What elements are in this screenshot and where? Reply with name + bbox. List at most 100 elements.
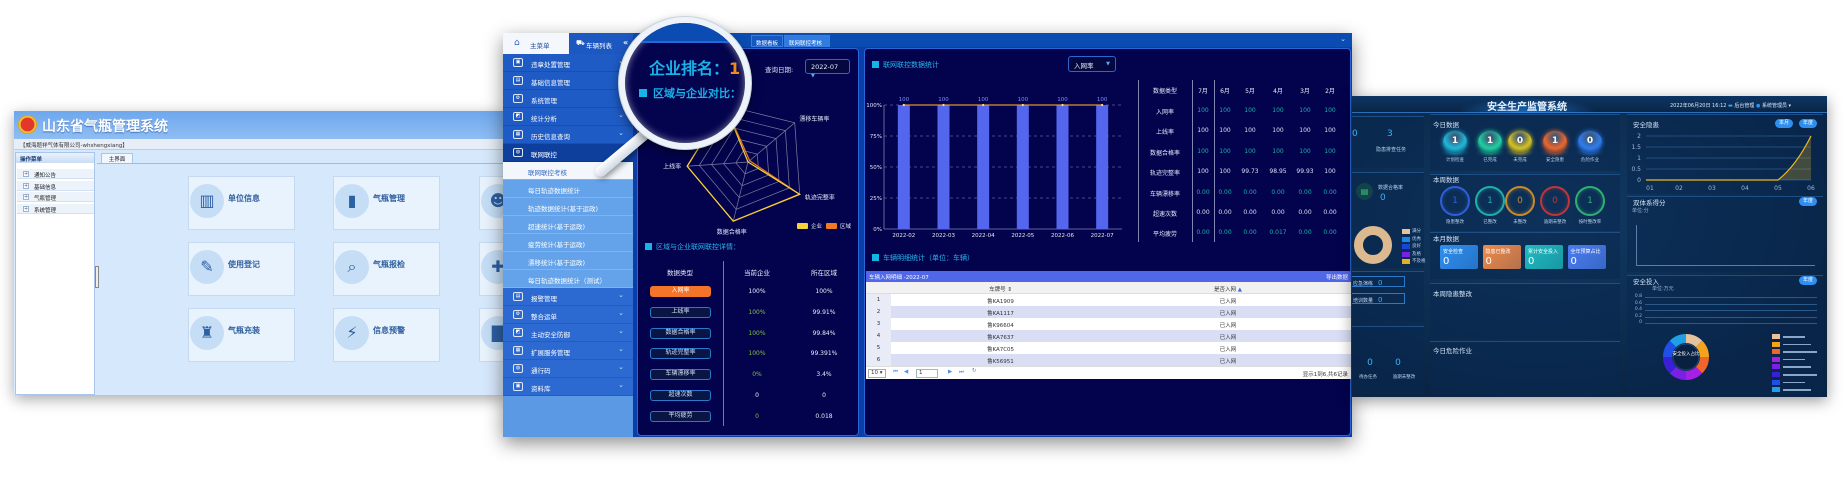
data-type-badge[interactable]: 入网率 [650,286,711,297]
sidebar-item[interactable]: ▦ 扩展服务管理 ⌄ [503,342,633,360]
sidebar-item[interactable]: ◩ 统计分析 ⌄ [503,108,633,126]
tab-menu-chevron-icon[interactable]: ⌄ [1340,35,1346,43]
sidebar-item-label: 扩展服务管理 [531,349,570,357]
expand-icon: + [23,205,29,212]
module-card[interactable]: ▇ [479,308,506,362]
table-row[interactable]: 5 鲁KA7C05 已入网 [866,342,1351,354]
data-type-badge[interactable]: 超速次数 [650,390,711,401]
menu-item[interactable]: + 通知公告 [17,169,94,179]
table-row[interactable]: 6 鲁K56951 已入网 [866,354,1351,366]
legend-swatch[interactable] [826,223,837,229]
menu-item[interactable]: + 基础信息 [17,180,94,191]
sidebar-item[interactable]: 轨迹数据统计(基于运政) [503,198,633,216]
vehicle-list-tab[interactable]: 车辆列表 [586,42,612,50]
menu-item[interactable]: + 气瓶管理 [17,192,94,202]
today-stat-orb: 1 [1478,131,1502,153]
x-tick-label: 2022-04 [972,233,995,239]
sidebar-item[interactable]: ◩ 主动安全防御 ⌄ [503,324,633,342]
expand-icon: + [23,182,29,189]
module-card[interactable]: ▥ 单位信息 [188,176,295,230]
partial-value: 0 [1352,129,1358,139]
data-type-badge[interactable]: 车辆漂移率 [650,369,711,381]
x-tick-label: 03 [1708,185,1716,192]
admin-link[interactable]: 后台管理 [1734,103,1755,109]
first-page-icon[interactable]: ⏮ [893,369,898,375]
page-input[interactable]: 1 [916,369,938,378]
tab-network-control-assessment[interactable]: 联网联控考核 × [784,35,830,53]
today-stat-orb: 1 [1543,131,1567,153]
today-stat-orb: 0 [1508,131,1532,153]
month-button[interactable]: 本月 [1775,119,1793,128]
week-stat-ring: 0 [1540,186,1570,216]
user-dropdown-icon[interactable]: ▾ [1788,103,1792,109]
module-card[interactable]: ✎ 使用登记 [188,242,295,296]
sidebar-item[interactable]: ⚙ 系统管理 [503,90,633,108]
sidebar-item[interactable]: ▤基础信息管理⌄ [503,72,633,90]
menu-item[interactable]: + 系统管理 [17,203,94,214]
table-row[interactable]: 1 鲁KA1909 已入网 [866,294,1351,306]
tab-home[interactable]: 主界面 [101,153,133,163]
table-row[interactable]: 4 鲁KA7637 已入网 [866,330,1351,342]
data-type-badge[interactable]: 上线率 [650,306,711,318]
export-data-button[interactable]: 导出数据 [1325,275,1348,281]
metric-select[interactable]: 入网率 ▼ [1068,56,1116,72]
line-point [902,103,905,107]
sidebar-item[interactable]: 每日轨迹数据统计（测试） [503,270,633,288]
stats-cell: 0.00 [1298,209,1312,216]
page-size-select[interactable]: 10 ▾ [868,369,886,378]
year-button[interactable]: 年度 [1799,119,1817,128]
data-type-badge[interactable]: 平均疲劳 [650,410,711,422]
refresh-icon[interactable]: ↻ [972,368,977,374]
sidebar-item[interactable]: ▣ 违章处置管理 ⌄ [503,54,633,72]
sidebar-item[interactable]: ▣ 资料库 ⌄ [503,378,633,396]
column-plate[interactable]: 车牌号 ⇕ [989,287,1012,293]
column-divider [723,261,724,426]
sidebar-item[interactable]: 疲劳统计(基于运政) [503,234,633,252]
sidebar: ⌂ 主菜单 ⛟ 车辆列表 « ▣ 违章处置管理 ⌄ ▤ 基础信息管理 ⌄ ⚙ 系统管理 ◩ 统计分… [503,33,633,437]
invest-title: 安全投入 [1633,278,1659,286]
sidebar-item[interactable]: ▦ 历史信息查询 ⌄ [503,126,633,144]
query-date-select[interactable]: 2022-07 ▼ [805,59,850,79]
legend-swatch[interactable] [797,223,808,229]
stats-cell: 100 [1272,107,1284,114]
sidebar-item[interactable]: 漂移统计(基于运政) [503,252,633,270]
vehicle-table-title: 车辆入网明细 -2022-07 [869,275,929,281]
module-card[interactable]: ☻ [479,176,506,230]
year-button[interactable]: 年度 [1799,276,1817,285]
x-tick-label: 2022-06 [1051,233,1074,239]
column-network-status[interactable]: 是否入网 ▲ [1214,287,1242,293]
sidebar-item[interactable]: ◍ 联网联控 [503,144,633,162]
last-page-icon[interactable]: ⏭ [959,369,964,375]
user-menu[interactable]: 系统管理员 [1761,103,1787,109]
todo-value: 0 [1395,358,1401,368]
sidebar-item-label: 联网联控考核 [528,169,567,177]
module-card[interactable]: ♜ 气瓶充装 [188,308,295,362]
donut-center-label: 安全投入占比 [1672,352,1700,357]
year-button[interactable]: 年度 [1799,197,1817,206]
next-page-icon[interactable]: ▶ [948,369,953,375]
sidebar-item[interactable]: ⚙ 整合运单 ⌄ [503,306,633,324]
details-header: 数据类型 [667,269,693,277]
legend-swatch [1402,244,1410,250]
dropdown-arrow-icon: ▼ [1106,61,1110,67]
table-row[interactable]: 3 鲁K96604 已入网 [866,318,1351,330]
sidebar-item[interactable]: ▤ 报警管理 ⌄ [503,288,633,306]
table-row[interactable]: 2 鲁KA1117 已入网 [866,306,1351,318]
prev-page-icon[interactable]: ◀ [904,369,909,375]
module-card[interactable]: ▮ 气瓶管理 [333,176,440,230]
module-card[interactable]: ⌕ 气瓶报检 [333,242,440,296]
data-type-badge[interactable]: 轨迹完整率 [650,348,711,360]
module-card[interactable]: ✚ [479,242,506,296]
todo-label: 逾期未整改 [1392,375,1416,380]
today-stat-label: 计划检查 [1446,158,1464,163]
tab-data-board[interactable]: 数据看板 [751,35,784,47]
main-menu-tab[interactable]: ⌂ 主菜单 [503,33,569,54]
sidebar-collapse-handle[interactable] [95,266,99,288]
sidebar-item[interactable]: 每日轨迹数据统计 [503,180,633,198]
data-type-badge[interactable]: 数据合格率 [650,327,711,339]
module-card[interactable]: ⚡ 信息预警 [333,308,440,362]
sidebar-item[interactable]: 超速统计(基于运政) [503,216,633,234]
donut-slice [1695,340,1709,357]
sidebar-item[interactable]: ◍ 通行码 ⌄ [503,360,633,378]
legend-swatch [1772,349,1780,355]
